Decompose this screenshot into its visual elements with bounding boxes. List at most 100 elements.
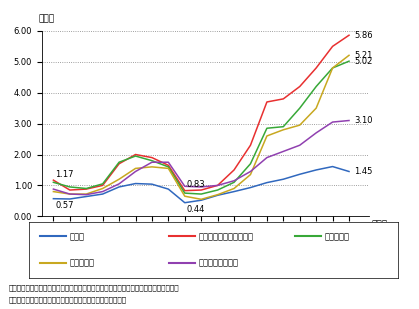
自動車運転の職業	[116, 182, 122, 186]
全職業	[314, 168, 319, 172]
全職業	[248, 186, 253, 189]
Line: 全職業: 全職業	[53, 167, 349, 203]
全職業	[232, 190, 237, 193]
全職業	[150, 182, 155, 186]
Text: （注）　パートタイムを含み、新規学卒者及び新規学卒者求人を除く常用に係る数字。: （注） パートタイムを含み、新規学卒者及び新規学卒者求人を除く常用に係る数字。	[8, 284, 179, 290]
土木の職業	[150, 165, 155, 169]
Text: 0.57: 0.57	[55, 201, 74, 210]
建設の職業	[281, 125, 286, 129]
自動車運転の職業	[133, 170, 138, 173]
建築・土木・測量技術者	[347, 33, 352, 37]
建築・土木・測量技術者	[166, 163, 171, 167]
Text: （年）: （年）	[372, 220, 388, 229]
土木の職業	[116, 177, 122, 181]
全職業	[116, 185, 122, 189]
全職業	[199, 198, 204, 202]
Text: 建設の職業: 建設の職業	[324, 232, 349, 241]
建設の職業	[84, 187, 89, 190]
自動車運転の職業	[100, 190, 105, 193]
自動車運転の職業	[84, 193, 89, 197]
全職業	[215, 193, 220, 197]
自動車運転の職業	[330, 120, 335, 124]
全職業	[330, 165, 335, 168]
土木の職業	[264, 134, 269, 138]
全職業	[166, 187, 171, 191]
土木の職業	[314, 106, 319, 110]
自動車運転の職業	[347, 119, 352, 122]
土木の職業	[67, 192, 72, 196]
建築・土木・測量技術者	[330, 44, 335, 48]
Text: 建築・土木・測量技術者: 建築・土木・測量技術者	[199, 232, 254, 241]
自動車運転の職業	[150, 160, 155, 164]
全職業	[281, 177, 286, 181]
土木の職業	[215, 193, 220, 197]
建築・土木・測量技術者	[264, 100, 269, 104]
建築・土木・測量技術者	[100, 184, 105, 187]
土木の職業	[281, 128, 286, 132]
自動車運転の職業	[215, 184, 220, 187]
建設の職業	[166, 165, 171, 169]
土木の職業	[51, 190, 56, 193]
自動車運転の職業	[314, 131, 319, 135]
土木の職業	[84, 192, 89, 196]
全職業	[297, 172, 302, 176]
土木の職業	[133, 167, 138, 170]
自動車運転の職業	[281, 150, 286, 153]
Text: 0.83: 0.83	[186, 180, 205, 189]
建設の職業	[314, 85, 319, 88]
建設の職業	[248, 162, 253, 166]
自動車運転の職業	[67, 192, 72, 196]
建築・土木・測量技術者	[297, 85, 302, 88]
Text: 自動車運転の職業: 自動車運転の職業	[199, 258, 239, 267]
土木の職業	[347, 53, 352, 57]
建設の職業	[67, 185, 72, 189]
建設の職業	[182, 191, 187, 195]
土木の職業	[182, 194, 187, 198]
建築・土木・測量技術者	[215, 184, 220, 187]
建設の職業	[347, 59, 352, 63]
建設の職業	[150, 159, 155, 163]
Text: 5.86: 5.86	[354, 31, 372, 40]
土木の職業	[248, 173, 253, 176]
全職業	[264, 181, 269, 184]
建設の職業	[264, 126, 269, 130]
建設の職業	[215, 188, 220, 192]
Text: 資料）厕生労働省「一般職業紹介状況」より国土交通省作成: 資料）厕生労働省「一般職業紹介状況」より国土交通省作成	[8, 296, 127, 303]
土木の職業	[330, 66, 335, 70]
建築・土木・測量技術者	[248, 143, 253, 147]
全職業	[84, 195, 89, 198]
自動車運転の職業	[182, 184, 187, 188]
Line: 自動車運転の職業: 自動車運転の職業	[53, 121, 349, 195]
Text: 0.44: 0.44	[186, 205, 205, 214]
Text: （倍）: （倍）	[39, 15, 55, 23]
全職業	[51, 197, 56, 201]
自動車運転の職業	[199, 185, 204, 189]
自動車運転の職業	[248, 170, 253, 173]
自動車運転の職業	[166, 160, 171, 164]
Text: 3.10: 3.10	[354, 116, 372, 125]
建築・土木・測量技術者	[199, 188, 204, 192]
全職業	[100, 192, 105, 196]
建設の職業	[232, 180, 237, 184]
全職業	[182, 201, 187, 205]
土木の職業	[100, 187, 105, 190]
Line: 建設の職業: 建設の職業	[53, 61, 349, 194]
建設の職業	[297, 106, 302, 110]
自動車運転の職業	[297, 143, 302, 147]
自動車運転の職業	[232, 179, 237, 183]
土木の職業	[199, 197, 204, 201]
建築・土木・測量技術者	[67, 188, 72, 192]
Line: 建築・土木・測量技術者: 建築・土木・測量技術者	[53, 35, 349, 191]
建設の職業	[330, 66, 335, 70]
建築・土木・測量技術者	[232, 168, 237, 172]
建設の職業	[199, 192, 204, 196]
建設の職業	[133, 154, 138, 158]
建築・土木・測量技術者	[150, 156, 155, 159]
全職業	[67, 197, 72, 201]
建設の職業	[116, 160, 122, 164]
Text: 1.17: 1.17	[55, 170, 74, 179]
自動車運転の職業	[51, 187, 56, 191]
自動車運転の職業	[264, 156, 269, 159]
建築・土木・測量技術者	[133, 153, 138, 156]
全職業	[133, 182, 138, 185]
